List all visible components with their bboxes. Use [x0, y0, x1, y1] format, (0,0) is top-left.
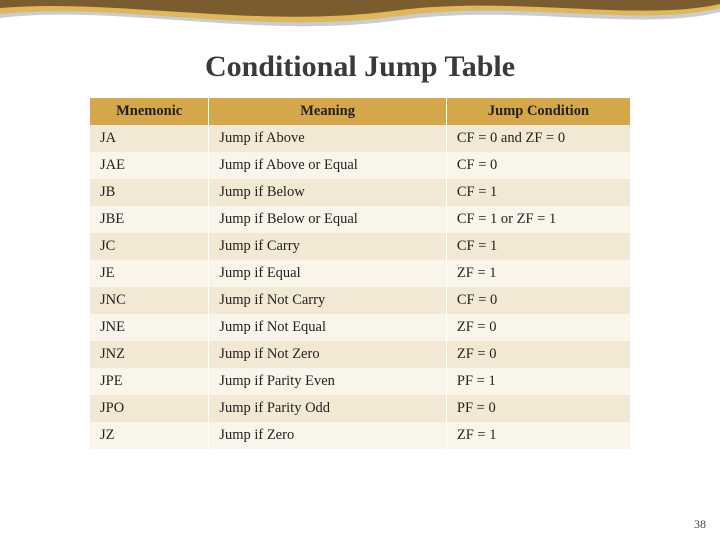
cell-condition: PF = 0	[446, 395, 630, 422]
table-row: JNZJump if Not ZeroZF = 0	[90, 341, 630, 368]
cell-condition: CF = 1 or ZF = 1	[446, 206, 630, 233]
cell-condition: PF = 1	[446, 368, 630, 395]
table-row: JZJump if ZeroZF = 1	[90, 422, 630, 449]
cell-mnemonic: JNE	[90, 314, 209, 341]
cell-condition: ZF = 1	[446, 422, 630, 449]
cell-meaning: Jump if Parity Even	[209, 368, 447, 395]
cell-condition: ZF = 0	[446, 341, 630, 368]
table-row: JNEJump if Not EqualZF = 0	[90, 314, 630, 341]
table-row: JNCJump if Not CarryCF = 0	[90, 287, 630, 314]
jump-table: Mnemonic Meaning Jump Condition JAJump i…	[90, 98, 630, 449]
cell-meaning: Jump if Not Carry	[209, 287, 447, 314]
cell-meaning: Jump if Below	[209, 179, 447, 206]
table-header-row: Mnemonic Meaning Jump Condition	[90, 98, 630, 125]
cell-meaning: Jump if Parity Odd	[209, 395, 447, 422]
cell-meaning: Jump if Not Zero	[209, 341, 447, 368]
table-row: JPEJump if Parity EvenPF = 1	[90, 368, 630, 395]
table-row: JCJump if CarryCF = 1	[90, 233, 630, 260]
col-header-condition: Jump Condition	[446, 98, 630, 125]
cell-mnemonic: JE	[90, 260, 209, 287]
cell-condition: CF = 1	[446, 233, 630, 260]
cell-mnemonic: JB	[90, 179, 209, 206]
cell-meaning: Jump if Above or Equal	[209, 152, 447, 179]
cell-meaning: Jump if Zero	[209, 422, 447, 449]
cell-meaning: Jump if Not Equal	[209, 314, 447, 341]
cell-mnemonic: JC	[90, 233, 209, 260]
table-row: JBJump if BelowCF = 1	[90, 179, 630, 206]
cell-mnemonic: JBE	[90, 206, 209, 233]
cell-condition: ZF = 1	[446, 260, 630, 287]
cell-mnemonic: JNZ	[90, 341, 209, 368]
cell-mnemonic: JZ	[90, 422, 209, 449]
cell-mnemonic: JA	[90, 125, 209, 152]
table-row: JBEJump if Below or EqualCF = 1 or ZF = …	[90, 206, 630, 233]
cell-meaning: Jump if Above	[209, 125, 447, 152]
cell-mnemonic: JAE	[90, 152, 209, 179]
page-number: 38	[694, 517, 706, 532]
slide-title: Conditional Jump Table	[90, 50, 630, 84]
cell-condition: ZF = 0	[446, 314, 630, 341]
col-header-meaning: Meaning	[209, 98, 447, 125]
cell-mnemonic: JPE	[90, 368, 209, 395]
cell-condition: CF = 1	[446, 179, 630, 206]
cell-condition: CF = 0 and ZF = 0	[446, 125, 630, 152]
cell-mnemonic: JPO	[90, 395, 209, 422]
cell-condition: CF = 0	[446, 287, 630, 314]
table-row: JAJump if AboveCF = 0 and ZF = 0	[90, 125, 630, 152]
cell-meaning: Jump if Equal	[209, 260, 447, 287]
cell-meaning: Jump if Below or Equal	[209, 206, 447, 233]
cell-condition: CF = 0	[446, 152, 630, 179]
table-row: JPOJump if Parity OddPF = 0	[90, 395, 630, 422]
table-row: JEJump if EqualZF = 1	[90, 260, 630, 287]
cell-mnemonic: JNC	[90, 287, 209, 314]
slide-content: Conditional Jump Table Mnemonic Meaning …	[0, 0, 720, 449]
cell-meaning: Jump if Carry	[209, 233, 447, 260]
col-header-mnemonic: Mnemonic	[90, 98, 209, 125]
table-row: JAEJump if Above or EqualCF = 0	[90, 152, 630, 179]
